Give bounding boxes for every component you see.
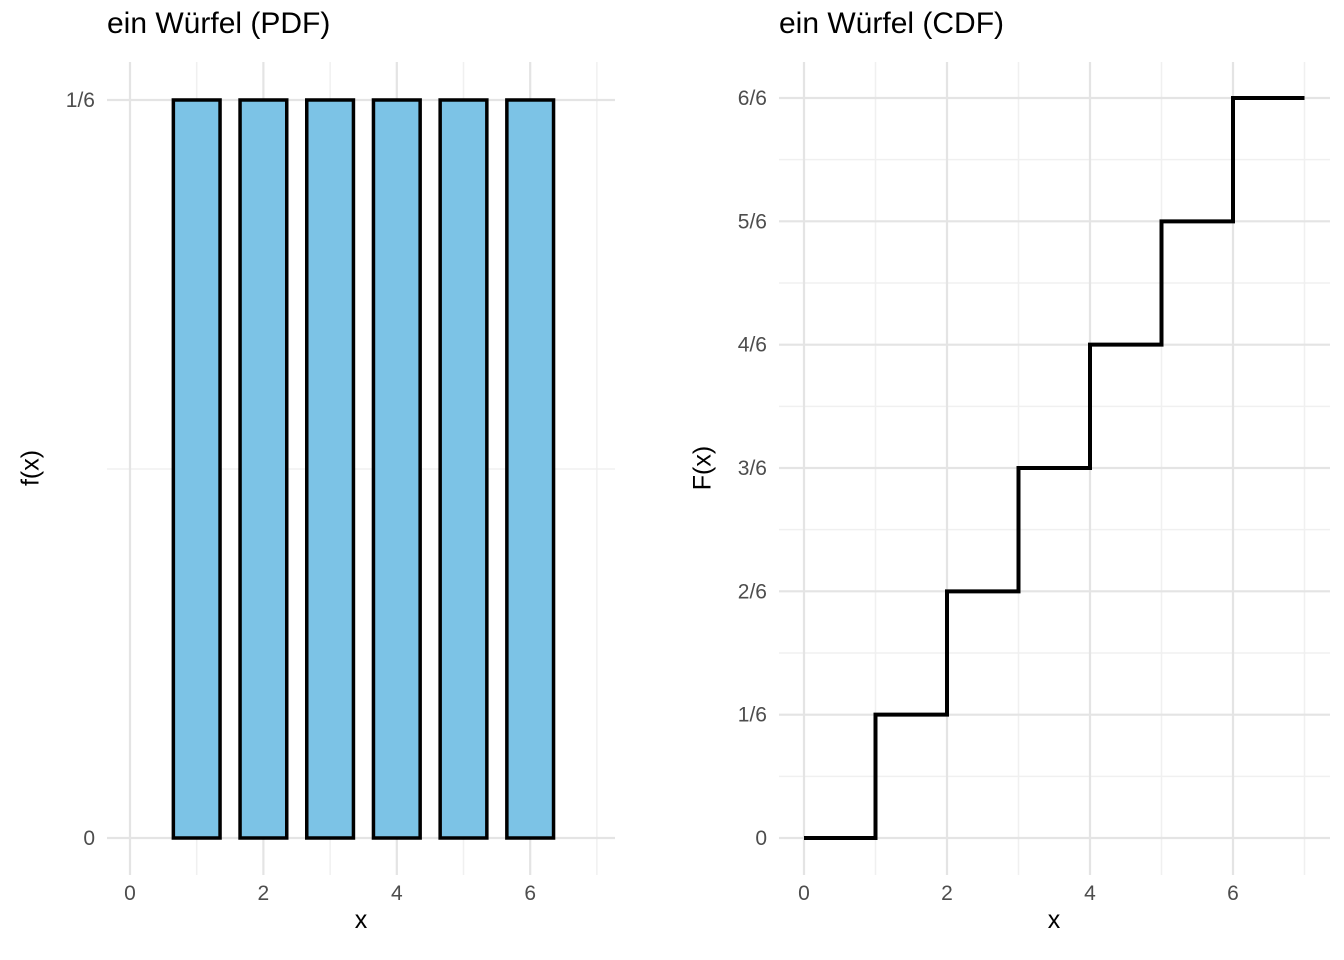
y-tick-label: 5/6	[738, 210, 767, 233]
y-tick-label: 0	[83, 827, 95, 850]
y-tick-label: 6/6	[738, 87, 767, 110]
pdf-plot-title: ein Würfel (PDF)	[107, 7, 331, 40]
cdf-plot: 0 2 4 6 0 1/6 2/6 3/6 4/6 5/6 6/6 ein Würfel (CDF)…	[672, 0, 1344, 960]
x-tick-label: 2	[941, 882, 953, 905]
y-tick-label: 0	[755, 827, 767, 850]
pdf-bar	[371, 98, 422, 840]
cdf-x-axis-title: x	[1047, 906, 1061, 934]
x-tick-label: 6	[1227, 882, 1239, 905]
pdf-bar	[238, 98, 289, 840]
y-tick-label: 1/6	[66, 89, 95, 112]
y-tick-label: 1/6	[738, 704, 767, 727]
x-tick-label: 6	[524, 882, 536, 905]
cdf-plot-title: ein Würfel (CDF)	[779, 7, 1005, 40]
x-tick-label: 0	[798, 882, 810, 905]
x-tick-label: 2	[258, 882, 270, 905]
x-tick-label: 4	[1084, 882, 1096, 905]
pdf-plot-area: 0 2 4 6 0 1/6	[66, 62, 615, 905]
x-tick-label: 4	[391, 882, 403, 905]
x-tick-label: 0	[124, 882, 136, 905]
y-tick-label: 4/6	[738, 334, 767, 357]
pdf-plot: 0 2 4 6 0 1/6 ein Würfel (PDF) f(x) x	[16, 7, 615, 934]
cdf-y-axis-title: F(x)	[688, 445, 717, 491]
y-tick-label: 2/6	[738, 580, 767, 603]
pdf-bar	[505, 98, 556, 840]
pdf-x-axis-title: x	[354, 906, 368, 934]
pdf-bar	[438, 98, 489, 840]
cdf-step-line	[804, 96, 1305, 840]
pdf-bar	[171, 98, 222, 840]
pdf-bar	[305, 98, 356, 840]
y-tick-label: 3/6	[738, 457, 767, 480]
pdf-y-axis-title: f(x)	[16, 449, 45, 487]
cdf-plot-area: 0 2 4 6 0 1/6 2/6 3/6 4/6 5/6 6/6	[738, 62, 1330, 905]
